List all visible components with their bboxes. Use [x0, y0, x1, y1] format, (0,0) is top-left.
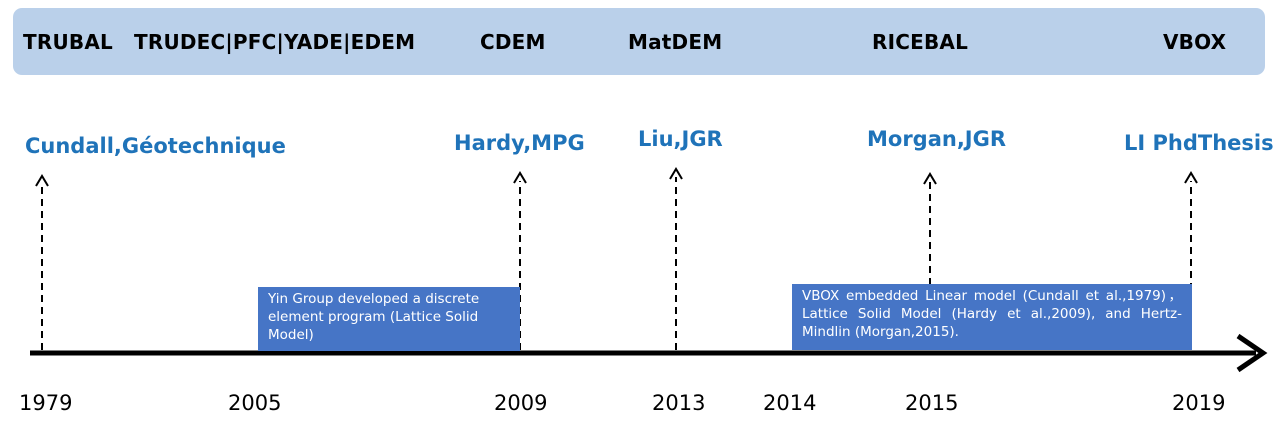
timeline-arrowhead	[1236, 333, 1268, 373]
year-label-2009: 2009	[494, 391, 548, 415]
software-label-matdem: MatDEM	[628, 30, 723, 54]
note-yin-group: Yin Group developed a discrete element p…	[258, 287, 520, 351]
year-label-2015: 2015	[905, 391, 959, 415]
reference-li: LI PhdThesis	[1124, 131, 1274, 155]
year-label-2019: 2019	[1172, 391, 1226, 415]
software-label-vbox: VBOX	[1163, 30, 1227, 54]
arrowhead-1979	[35, 174, 49, 187]
software-label-cdem: CDEM	[480, 30, 546, 54]
year-label-2014: 2014	[763, 391, 817, 415]
reference-morgan: Morgan,JGR	[867, 127, 1007, 151]
year-label-1979: 1979	[19, 391, 73, 415]
reference-liu: Liu,JGR	[638, 127, 723, 151]
arrowhead-2015	[923, 172, 937, 185]
arrowhead-2013	[669, 167, 683, 180]
software-band	[13, 8, 1265, 75]
software-label-ricebal: RICEBAL	[872, 30, 969, 54]
year-label-2005: 2005	[228, 391, 282, 415]
arrowhead-2019	[1184, 171, 1198, 184]
arrowhead-2009	[513, 171, 527, 184]
year-label-2013: 2013	[652, 391, 706, 415]
reference-hardy: Hardy,MPG	[454, 131, 585, 155]
software-label-trubal: TRUBAL	[23, 30, 113, 54]
software-label-trudec-pfc-yade-edem: TRUDEC|PFC|YADE|EDEM	[134, 30, 416, 54]
reference-cundall: Cundall,Géotechnique	[25, 134, 286, 158]
note-vbox: VBOX embedded Linear model (Cundall et a…	[792, 284, 1192, 350]
